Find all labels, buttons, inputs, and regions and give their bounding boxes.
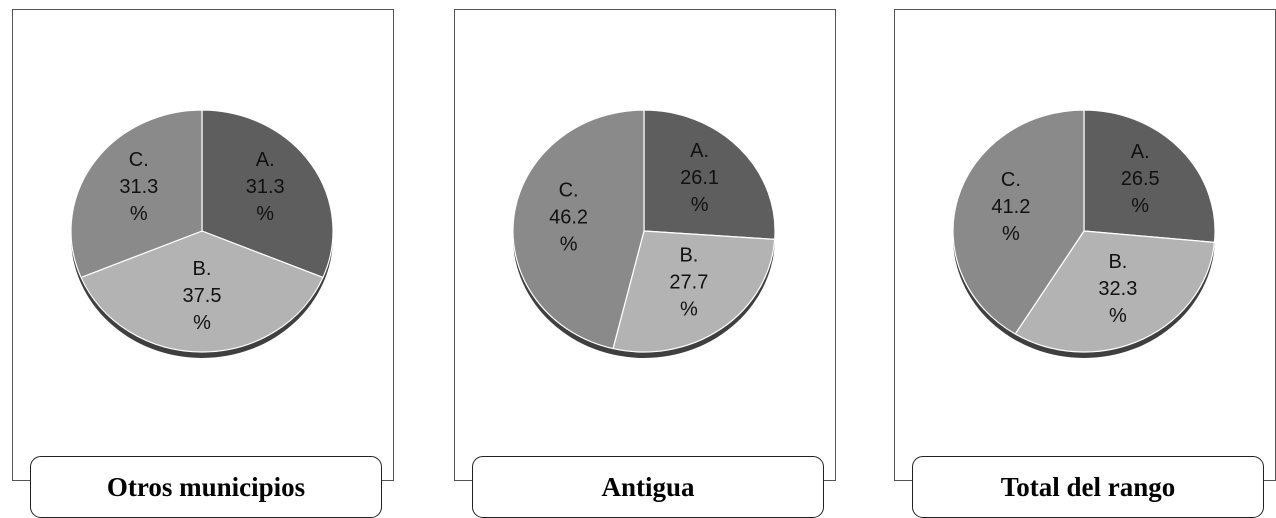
- pie-panel-antigua: A. 26.1% B. 27.7% C. 46.2% Antigua: [454, 0, 894, 518]
- slice-label-b: B. 32.3%: [1098, 251, 1137, 327]
- chart-title: Antigua: [601, 471, 695, 502]
- chart-title-box: Total del rango: [912, 456, 1264, 518]
- pie-slice-a: [643, 109, 776, 240]
- pie-panel-otros-municipios: A. 31.3% B. 37.5% C. 31.3% Otros municipios: [12, 0, 452, 518]
- pie-chart: A. 26.5 % B. 32.3 % C. 41.2%: [952, 109, 1216, 358]
- slice-label-c: C. 46.2%: [549, 180, 588, 256]
- chart-title: Total del rango: [1000, 471, 1176, 502]
- slice-label-c: C. 41.2%: [991, 169, 1030, 245]
- slice-label-a: A. 26.5%: [1121, 141, 1160, 217]
- chart-title-box: Otros municipios: [30, 456, 382, 518]
- pie-slice-b: [1014, 230, 1216, 353]
- pie-slice-c: [70, 109, 203, 279]
- pie-panel-total-del-rango: A. 26.5% B. 32.3% C. 41.2% Total del rango: [894, 0, 1276, 518]
- slice-label-b: B. 27.7%: [669, 245, 708, 321]
- pie-chart: A. 26.1 % B. 27.7 % C. 46.2%: [512, 109, 776, 358]
- pie-slice-a: [1083, 109, 1216, 243]
- pie-slice-c: [512, 109, 645, 350]
- slice-label-a: A. 26.1%: [680, 140, 719, 216]
- pie-slice-a: [201, 109, 334, 279]
- pie-chart: A. 31.3 % B. 37.5 % C. 31.3%: [70, 109, 334, 358]
- chart-title-box: Antigua: [472, 456, 824, 518]
- pie-slice-b: [612, 230, 776, 353]
- slice-label-c: C. 31.3%: [119, 149, 158, 225]
- pie-slice-c: [952, 109, 1085, 335]
- chart-title: Otros municipios: [106, 471, 306, 502]
- slice-label-a: A. 31.3%: [246, 149, 285, 225]
- pie-slice-b: [80, 230, 324, 353]
- slice-label-b: B. 37.5%: [183, 258, 222, 334]
